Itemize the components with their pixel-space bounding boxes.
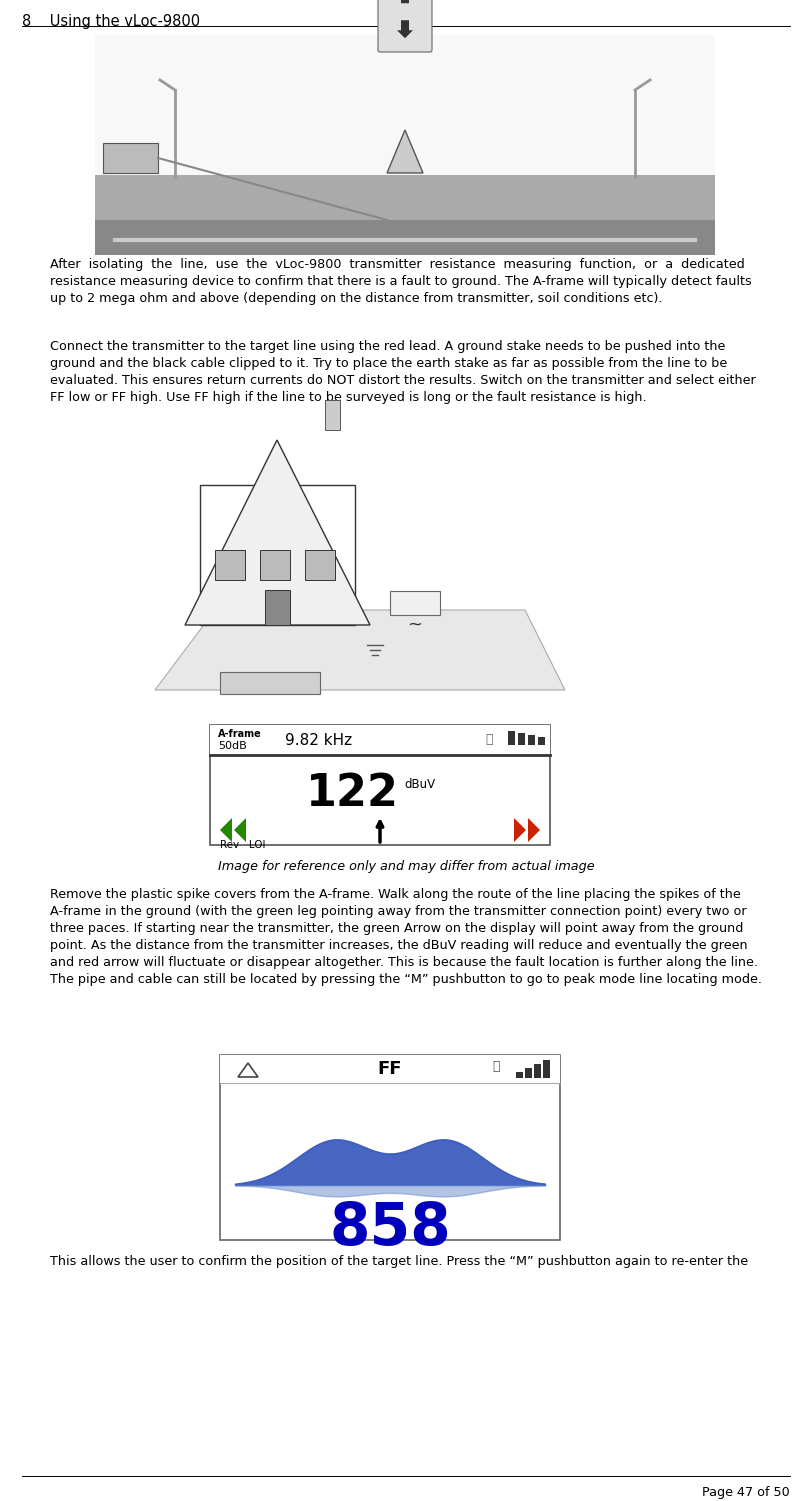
Bar [534,1064,540,1078]
Text: 8    Using the vLoc-9800: 8 Using the vLoc-9800 [22,14,200,29]
Bar [508,731,514,744]
Text: FF: FF [377,1060,401,1078]
Polygon shape [387,131,423,173]
FancyArrow shape [397,0,413,3]
Text: This allows the user to confirm the position of the target line. Press the “M” p: This allows the user to confirm the posi… [50,1255,747,1268]
Bar [95,176,714,225]
Bar [264,590,290,624]
Text: 🔈: 🔈 [484,732,492,746]
Bar [220,672,320,693]
Bar [210,725,549,755]
Bar [543,1060,549,1078]
Bar [260,549,290,579]
Polygon shape [527,818,539,842]
Bar [95,35,714,240]
Bar [200,485,354,624]
Polygon shape [155,609,564,690]
Text: Remove the plastic spike covers from the A-frame. Walk along the route of the li: Remove the plastic spike covers from the… [50,889,761,986]
Text: 122: 122 [306,772,399,815]
Text: ~: ~ [407,615,422,633]
Bar [95,221,714,255]
Bar [103,143,158,173]
Bar [145,455,574,710]
Polygon shape [220,818,232,842]
FancyBboxPatch shape [378,0,431,53]
Text: Connect the transmitter to the target line using the red lead. A ground stake ne: Connect the transmitter to the target li… [50,341,755,404]
Text: A-frame: A-frame [217,729,261,738]
Bar [305,549,335,579]
Bar [215,549,245,579]
Bar [538,737,544,744]
Text: 9.82 kHz: 9.82 kHz [285,732,352,747]
Bar [220,1055,560,1084]
Bar [527,735,534,744]
Bar [525,1069,531,1078]
Bar [515,1072,522,1078]
Text: dBuV: dBuV [405,779,436,791]
Bar [210,725,549,845]
Bar [220,1055,560,1240]
Polygon shape [185,440,370,624]
Bar [324,399,340,429]
Text: 🔈: 🔈 [491,1060,499,1073]
Bar [517,732,525,744]
Polygon shape [234,818,246,842]
Polygon shape [513,818,526,842]
Text: Image for reference only and may differ from actual image: Image for reference only and may differ … [217,860,594,874]
Text: Page 47 of 50: Page 47 of 50 [702,1486,789,1499]
Text: After  isolating  the  line,  use  the  vLoc-9800  transmitter  resistance  meas: After isolating the line, use the vLoc-9… [50,258,751,305]
Bar [389,591,440,615]
Text: 50dB: 50dB [217,741,247,750]
FancyArrow shape [397,20,413,38]
Text: Rev   LOI: Rev LOI [220,841,265,850]
Text: 858: 858 [328,1199,450,1256]
